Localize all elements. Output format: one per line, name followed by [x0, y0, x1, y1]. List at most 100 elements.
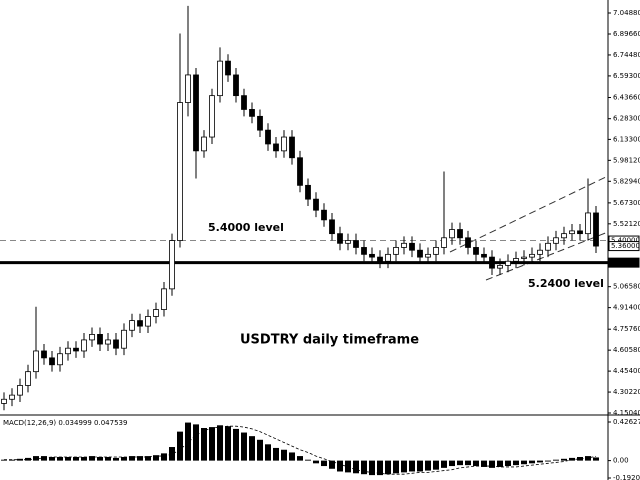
macd-bar [265, 444, 271, 461]
macd-bar [137, 456, 143, 461]
candle-body [281, 136, 287, 152]
macd-bar [441, 460, 447, 468]
macd-bar [481, 460, 487, 467]
macd-value: 0.034999 [58, 419, 91, 427]
candle-body [241, 95, 247, 110]
macd-bar [89, 456, 95, 461]
candle-body [529, 253, 535, 258]
candle-body [505, 260, 511, 266]
candle-body [545, 242, 551, 251]
candle-body [377, 256, 383, 262]
macd-bar [369, 460, 375, 476]
candle-body [361, 247, 367, 255]
candle-body [25, 371, 31, 386]
candle-body [33, 350, 39, 373]
signal-value: 0.047539 [94, 419, 127, 427]
y-tick-label: 6.74480 [613, 51, 640, 59]
candle-body [185, 74, 191, 103]
candle-body [353, 240, 359, 248]
y-tick-label: 6.43660 [613, 93, 640, 101]
candle-body [225, 60, 231, 76]
y-tick-label: 4.60580 [613, 346, 640, 354]
macd-bar [161, 453, 167, 461]
candle-body [1, 398, 7, 404]
candle-body [569, 230, 575, 235]
macd-bar [465, 460, 471, 466]
macd-bar [497, 460, 503, 467]
candle-body [89, 334, 95, 341]
macd-bar [417, 460, 423, 472]
candle-body [57, 353, 63, 366]
candle-body [121, 329, 127, 349]
macd-bar [433, 460, 439, 470]
y-tick-label: 4.91400 [613, 304, 640, 312]
macd-bar [521, 460, 527, 465]
macd-bar [257, 439, 263, 461]
y-tick-label: 5.06580 [613, 283, 640, 291]
macd-bar [449, 460, 455, 467]
macd-bar [585, 456, 591, 461]
candle-body [105, 339, 111, 345]
macd-bar [217, 425, 223, 461]
y-tick-label: 5.67300 [613, 199, 640, 207]
candle-body [393, 247, 399, 255]
macd-label: MACD(12,26,9) 0.034999 0.047539 [3, 419, 127, 427]
macd-bar [353, 460, 359, 474]
candle-body [481, 253, 487, 258]
macd-bar [185, 422, 191, 461]
candle-body [193, 74, 199, 152]
y-tick-label: 4.15040 [613, 409, 640, 417]
macd-bar [201, 428, 207, 461]
macd-bar [9, 459, 15, 461]
y-tick-label: 7.04880 [613, 9, 640, 17]
macd-bar [329, 460, 335, 469]
y-tick-label: 0.00 [613, 457, 629, 465]
candle-body [257, 115, 263, 131]
macd-bar [97, 456, 103, 461]
candle-body [289, 136, 295, 159]
y-tick-label: 4.75760 [613, 325, 640, 333]
candle-body [489, 256, 495, 269]
candle-body [345, 240, 351, 244]
macd-bar [241, 432, 247, 461]
macd-bar [169, 447, 175, 461]
macd-bar [57, 456, 63, 461]
candle-body [201, 136, 207, 152]
candle-body [513, 258, 519, 262]
macd-bar [537, 460, 543, 463]
candle-body [329, 219, 335, 235]
macd-bar [561, 458, 567, 461]
candle-body [209, 95, 215, 138]
y-tick-label: 6.28300 [613, 115, 640, 123]
annotation: 5.2400 level [528, 277, 604, 290]
y-tick-label: 0.426279 [613, 418, 640, 426]
candle-body [169, 240, 175, 290]
candle-body [537, 249, 543, 255]
macd-bar [337, 460, 343, 472]
candle-body [137, 320, 143, 327]
macd-bar [489, 460, 495, 468]
macd-bar [577, 456, 583, 461]
macd-bar [513, 460, 519, 466]
macd-bar [177, 431, 183, 461]
candle-body [321, 209, 327, 221]
macd-bar [81, 456, 87, 461]
macd-bar [193, 424, 199, 461]
candle-body [433, 247, 439, 255]
y-tick-label: -0.192028 [613, 474, 640, 480]
candle-body [441, 237, 447, 248]
macd-bar [545, 460, 551, 462]
macd-bar [297, 456, 303, 461]
candle-body [401, 242, 407, 248]
candle-body [497, 264, 503, 269]
channel-upper [449, 175, 609, 253]
macd-bar [345, 460, 351, 473]
candle-body [217, 60, 223, 97]
y-tick-label: 5.98120 [613, 156, 640, 164]
price-tag-label: 5.24000 [611, 259, 640, 267]
macd-bar [473, 460, 479, 467]
macd-name: MACD(12,26,9) [3, 419, 56, 427]
candle-body [521, 256, 527, 259]
candle-body [409, 242, 415, 251]
